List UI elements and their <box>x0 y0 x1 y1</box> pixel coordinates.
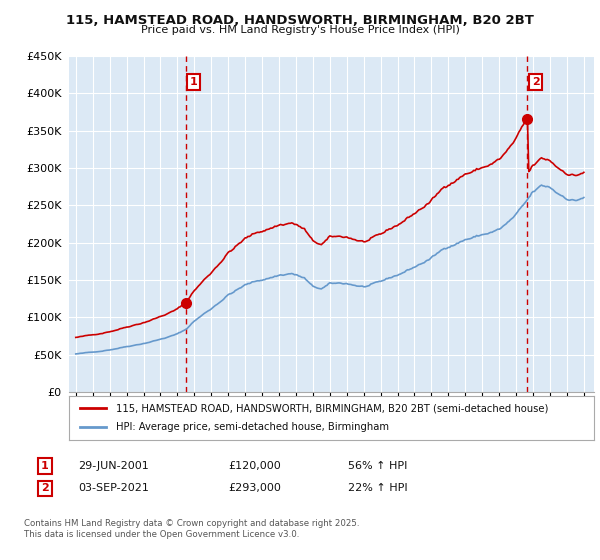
Text: 22% ↑ HPI: 22% ↑ HPI <box>348 483 407 493</box>
Text: Price paid vs. HM Land Registry's House Price Index (HPI): Price paid vs. HM Land Registry's House … <box>140 25 460 35</box>
Text: 115, HAMSTEAD ROAD, HANDSWORTH, BIRMINGHAM, B20 2BT (semi-detached house): 115, HAMSTEAD ROAD, HANDSWORTH, BIRMINGH… <box>116 403 548 413</box>
Text: 2: 2 <box>41 483 49 493</box>
Text: 56% ↑ HPI: 56% ↑ HPI <box>348 461 407 471</box>
Text: 2: 2 <box>532 77 539 87</box>
Text: HPI: Average price, semi-detached house, Birmingham: HPI: Average price, semi-detached house,… <box>116 422 389 432</box>
Text: £293,000: £293,000 <box>228 483 281 493</box>
Text: 29-JUN-2001: 29-JUN-2001 <box>78 461 149 471</box>
Text: 03-SEP-2021: 03-SEP-2021 <box>78 483 149 493</box>
Text: 1: 1 <box>190 77 197 87</box>
Text: 115, HAMSTEAD ROAD, HANDSWORTH, BIRMINGHAM, B20 2BT: 115, HAMSTEAD ROAD, HANDSWORTH, BIRMINGH… <box>66 14 534 27</box>
Text: Contains HM Land Registry data © Crown copyright and database right 2025.
This d: Contains HM Land Registry data © Crown c… <box>24 520 359 539</box>
Text: £120,000: £120,000 <box>228 461 281 471</box>
Text: 1: 1 <box>41 461 49 471</box>
